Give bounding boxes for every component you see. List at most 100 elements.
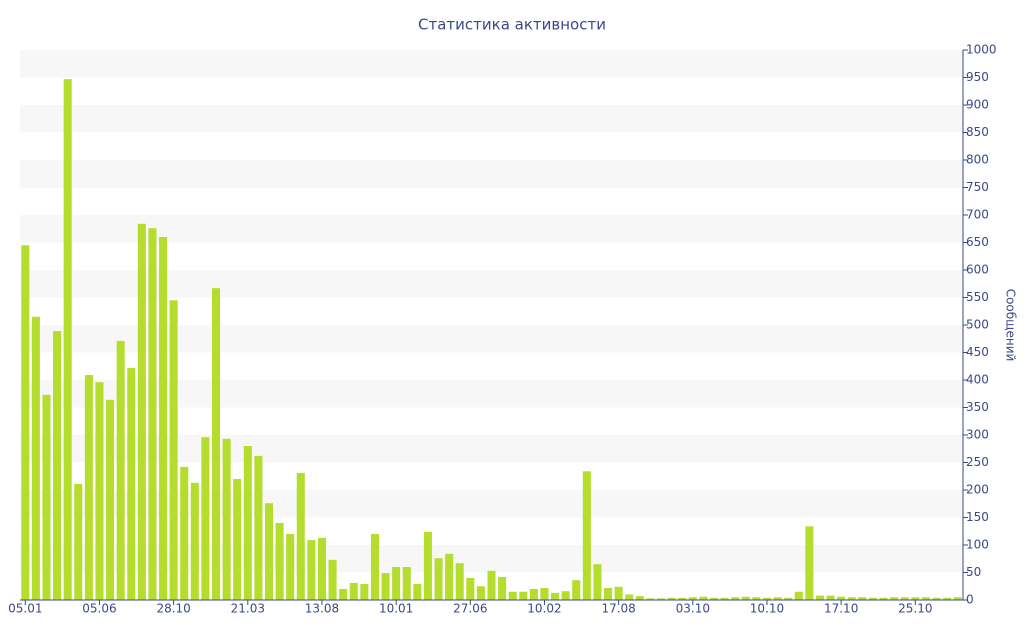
x-tick-label: 10.01 — [379, 602, 413, 616]
bar — [529, 589, 538, 600]
x-tick-label: 27.06 — [453, 602, 487, 616]
grid-band — [20, 160, 963, 188]
bar — [466, 578, 475, 600]
x-tick-label: 17.10 — [824, 602, 858, 616]
bar — [498, 576, 507, 600]
bar — [169, 300, 178, 600]
x-tick-label: 25.10 — [898, 602, 932, 616]
bar — [932, 597, 941, 600]
bar — [741, 596, 750, 600]
x-tick-label: 05.06 — [82, 602, 116, 616]
bar — [847, 597, 856, 600]
bar — [762, 597, 772, 600]
y-tick-label: 850 — [966, 125, 989, 139]
y-tick-label: 200 — [966, 483, 989, 497]
bar — [709, 597, 719, 600]
bar — [572, 580, 581, 600]
bar — [275, 523, 284, 600]
bar — [921, 597, 930, 600]
bar — [826, 595, 835, 600]
bar — [688, 597, 697, 600]
y-tick-label: 1000 — [966, 43, 997, 57]
bar — [381, 573, 390, 600]
bar — [106, 399, 115, 600]
y-tick-label: 950 — [966, 70, 989, 84]
bar — [264, 503, 274, 600]
grid-band — [20, 105, 963, 133]
bar — [604, 587, 613, 600]
y-tick-label: 900 — [966, 98, 989, 112]
bar — [434, 558, 443, 600]
x-tick-label: 13.08 — [305, 602, 339, 616]
bar — [31, 316, 40, 600]
bar — [137, 223, 146, 601]
x-tick-label: 17.08 — [601, 602, 635, 616]
x-tick-label: 10.02 — [527, 602, 561, 616]
bar — [837, 596, 846, 600]
bar — [148, 228, 157, 600]
bar — [625, 594, 634, 600]
bar — [127, 367, 136, 600]
bar — [815, 595, 824, 600]
y-axis-label: Сообщений — [1004, 289, 1018, 362]
x-tick-label: 21.03 — [231, 602, 265, 616]
bar — [657, 598, 666, 600]
bar — [699, 596, 708, 600]
bar — [911, 597, 920, 600]
bar — [614, 586, 623, 600]
bar — [445, 553, 454, 600]
bar — [476, 586, 485, 600]
grid-band — [20, 270, 963, 298]
bar — [540, 587, 549, 600]
bar — [53, 331, 62, 600]
bar — [42, 394, 51, 600]
bar — [328, 559, 337, 600]
y-tick-label: 250 — [966, 455, 989, 469]
bar — [243, 446, 252, 600]
bar — [879, 597, 888, 600]
y-tick-label: 700 — [966, 208, 989, 222]
x-tick-label: 28.10 — [156, 602, 190, 616]
bar — [953, 597, 962, 600]
bar — [635, 596, 644, 600]
bar — [423, 531, 432, 600]
bar — [339, 589, 348, 600]
bar — [720, 597, 729, 600]
bar — [286, 534, 295, 600]
bar — [233, 479, 242, 600]
bar — [805, 526, 814, 600]
bar — [868, 597, 877, 600]
bar — [201, 437, 210, 600]
bar — [307, 540, 316, 600]
grid-band — [20, 215, 963, 243]
y-tick-label: 300 — [966, 428, 989, 442]
y-tick-label: 550 — [966, 290, 989, 304]
bar — [943, 597, 952, 600]
bar — [84, 375, 93, 600]
bar — [392, 567, 401, 600]
bar — [508, 591, 517, 600]
y-tick-label: 600 — [966, 263, 989, 277]
bar — [360, 584, 369, 600]
y-tick-label: 800 — [966, 153, 989, 167]
bar — [731, 597, 740, 600]
bar — [159, 237, 168, 600]
bar — [190, 482, 199, 600]
bar — [180, 466, 189, 600]
y-tick-label: 650 — [966, 235, 989, 249]
bar — [222, 438, 231, 600]
bar — [455, 563, 464, 600]
bar — [296, 472, 305, 600]
y-tick-label: 100 — [966, 538, 989, 552]
y-tick-label: 400 — [966, 373, 989, 387]
bar — [582, 471, 591, 600]
bar — [317, 537, 326, 600]
y-tick-label: 0 — [966, 593, 974, 607]
bar — [21, 245, 30, 600]
bar — [211, 288, 221, 600]
bar — [370, 534, 379, 600]
x-tick-label: 05.01 — [8, 602, 42, 616]
bar — [593, 564, 602, 600]
bar — [551, 592, 560, 600]
